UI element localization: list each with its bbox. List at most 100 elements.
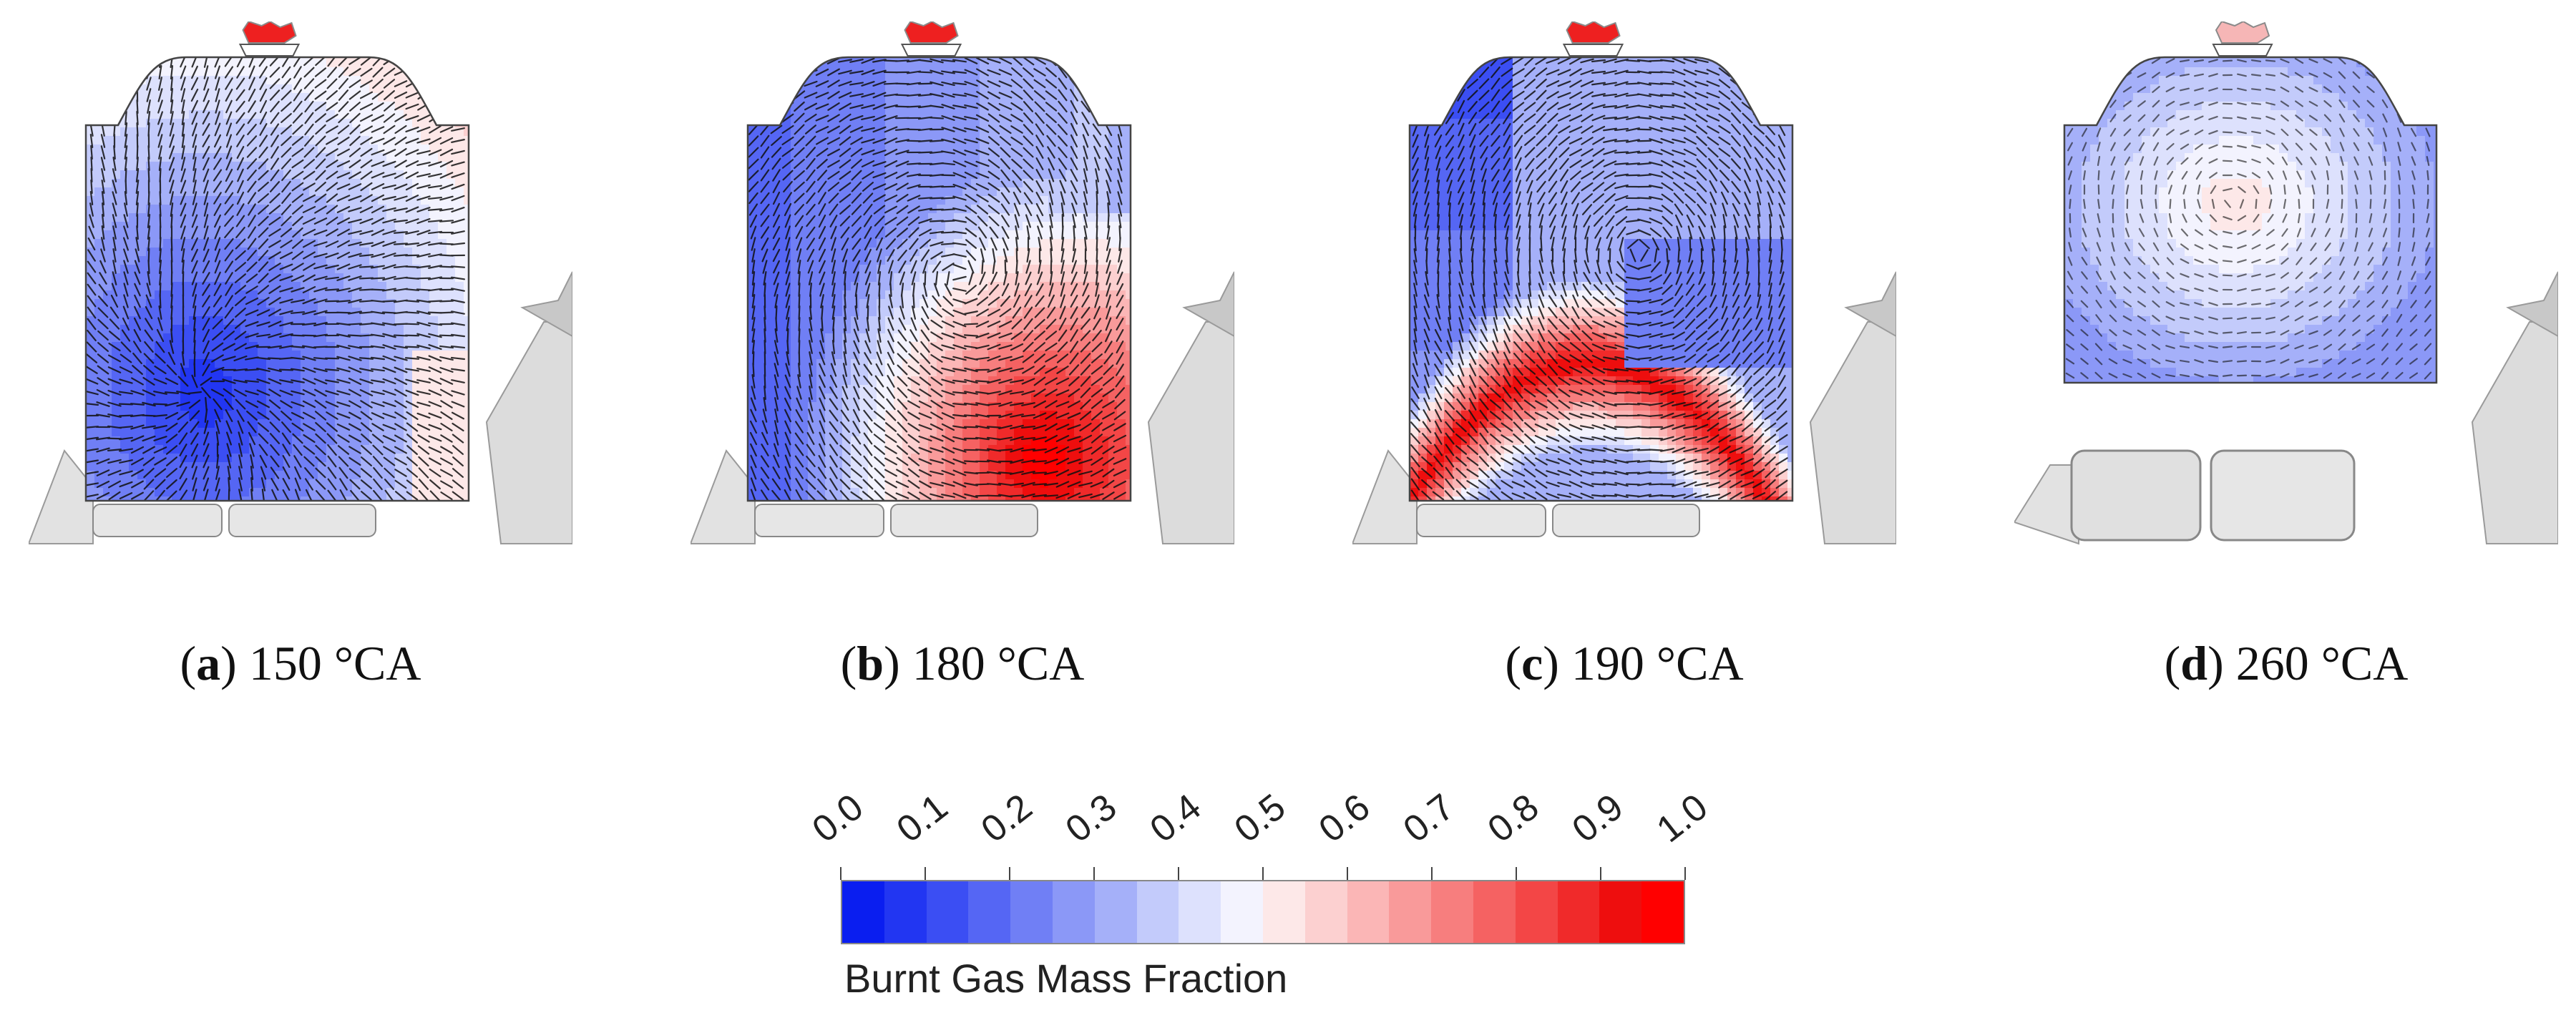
field-cell — [309, 222, 318, 231]
field-cell — [343, 230, 353, 240]
vector-arrow — [96, 480, 110, 489]
vector-arrow — [202, 123, 210, 136]
field-cell — [283, 213, 293, 222]
vector-arrow — [282, 489, 291, 501]
field-cell — [146, 196, 155, 205]
field-cell — [774, 145, 783, 154]
field-cell — [215, 153, 224, 162]
vector-arrow — [315, 170, 326, 181]
vector-arrow — [418, 490, 429, 501]
vector-arrow — [258, 146, 268, 159]
vector-arrow — [314, 67, 327, 77]
vector-arrow — [112, 260, 117, 274]
vector-arrow — [246, 411, 258, 421]
field-cell — [447, 67, 456, 77]
vector-arrow — [245, 344, 259, 350]
field-cell — [928, 290, 937, 300]
field-cell — [395, 187, 404, 197]
vector-arrow — [224, 203, 234, 216]
field-cell — [1031, 59, 1040, 68]
field-cell — [1074, 145, 1083, 154]
vector-arrow — [257, 411, 270, 421]
vector-arrow — [191, 225, 198, 240]
vector-arrow — [225, 420, 233, 434]
vector-arrow — [180, 237, 186, 251]
vector-arrow — [165, 411, 179, 420]
field-cell — [464, 256, 469, 265]
field-cell — [197, 67, 207, 77]
field-cell — [980, 84, 989, 94]
vector-arrow — [382, 389, 396, 396]
vector-arrow — [247, 250, 257, 261]
field-cell — [120, 428, 130, 437]
field-cell — [782, 57, 791, 59]
vector-arrow — [226, 443, 232, 457]
vector-arrow — [203, 191, 209, 205]
vector-arrow — [428, 424, 442, 431]
vector-arrow — [278, 368, 294, 371]
field-cell — [283, 411, 293, 420]
field-cell — [791, 59, 800, 68]
vector-arrow — [215, 88, 220, 102]
vector-arrow — [215, 489, 220, 501]
field-cell — [447, 393, 456, 403]
field-cell — [129, 153, 138, 162]
vector-arrow — [336, 251, 351, 260]
field-cell — [1040, 179, 1049, 188]
vector-arrow — [336, 172, 351, 179]
vector-arrow — [112, 180, 117, 194]
field-cell — [361, 119, 370, 128]
vector-arrow — [180, 202, 187, 217]
field-cell — [326, 359, 336, 368]
field-cell — [266, 76, 275, 85]
vector-arrow — [404, 323, 420, 326]
field-cell — [206, 419, 215, 429]
vector-arrow — [203, 168, 210, 182]
field-cell — [928, 153, 937, 162]
field-cell — [86, 333, 95, 343]
vector-arrow — [314, 113, 327, 123]
field-cell — [464, 471, 469, 480]
vector-arrow — [250, 465, 254, 481]
field-cell — [1100, 59, 1109, 68]
vector-arrow — [294, 489, 301, 501]
field-cell — [464, 187, 469, 197]
caption-a: (a) 150 °CA — [180, 636, 421, 690]
field-cell — [266, 471, 275, 480]
field-cell — [283, 325, 293, 334]
field-cell — [464, 127, 469, 137]
field-cell — [1048, 67, 1058, 77]
vector-arrow — [238, 431, 243, 446]
field-cell — [859, 196, 869, 205]
vector-arrow — [215, 454, 220, 469]
field-cell — [361, 496, 370, 501]
vector-arrow — [451, 379, 465, 383]
field-cell — [378, 222, 387, 231]
field-cell — [206, 342, 215, 351]
vector-arrow — [429, 91, 441, 99]
vector-arrow — [428, 149, 442, 156]
field-cell — [86, 179, 95, 188]
field-cell — [447, 136, 456, 145]
field-cell — [1091, 230, 1101, 240]
vector-arrow — [301, 322, 317, 326]
vector-arrow — [155, 353, 166, 364]
vector-arrow — [348, 456, 361, 466]
vector-arrow — [99, 272, 107, 285]
vector-arrow — [270, 466, 280, 479]
vector-arrow — [89, 202, 94, 217]
field-cell — [335, 205, 344, 214]
vector-arrow — [225, 99, 233, 114]
vector-arrow — [428, 333, 442, 338]
field-cell — [343, 265, 353, 274]
field-cell — [1108, 213, 1118, 222]
field-cell — [429, 84, 439, 94]
field-cell — [266, 110, 275, 119]
field-cell — [249, 488, 258, 497]
field-cell — [361, 222, 370, 231]
field-cell — [215, 187, 224, 197]
field-cell — [301, 179, 310, 188]
field-cell — [1091, 196, 1101, 205]
field-cell — [172, 316, 181, 326]
vector-arrow — [439, 356, 454, 361]
